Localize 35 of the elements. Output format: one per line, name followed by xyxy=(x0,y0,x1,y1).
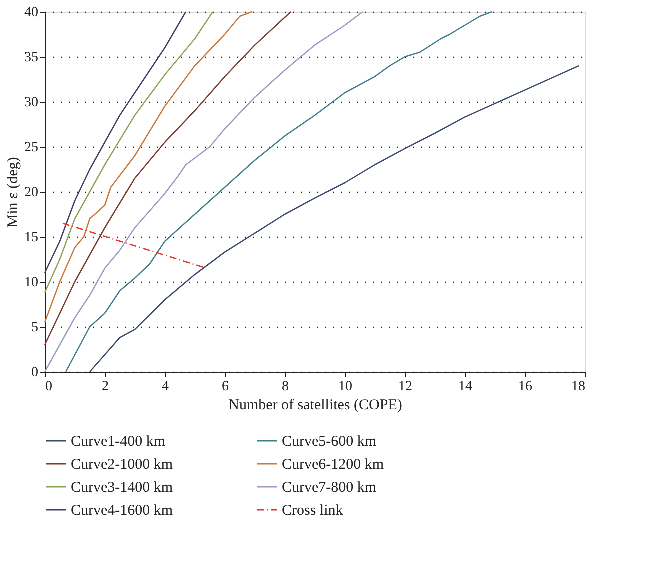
x-tick-label: 18 xyxy=(572,380,586,394)
x-axis-title: Number of satellites (COPE) xyxy=(228,398,402,414)
line-series xyxy=(44,11,214,294)
line-series xyxy=(44,11,187,274)
legend-label: Cross link xyxy=(282,503,344,519)
y-tick-label: 5 xyxy=(32,320,38,336)
y-axis-title: Min ε (deg) xyxy=(6,157,22,228)
y-tick-label: 15 xyxy=(24,230,38,246)
x-tick-label: 14 xyxy=(458,380,472,394)
y-tick-label: 10 xyxy=(24,276,38,290)
y-tick-label: 30 xyxy=(24,96,38,110)
legend-label: Curve5-600 km xyxy=(282,434,377,450)
x-tick-label: 0 xyxy=(46,380,52,394)
legend-label: Curve6-1200 km xyxy=(282,457,384,473)
x-tick-label: 10 xyxy=(338,380,352,394)
x-tick-label: 8 xyxy=(282,380,289,394)
line-series xyxy=(65,11,493,373)
line-series xyxy=(89,65,580,373)
x-tick-label: 4 xyxy=(162,380,169,394)
legend-label: Curve4-1600 km xyxy=(71,503,174,519)
x-tick-label: 16 xyxy=(518,380,532,394)
x-tick-label: 2 xyxy=(102,380,109,394)
line-series xyxy=(44,11,253,324)
y-tick-label: 20 xyxy=(24,186,38,200)
x-tick-label: 12 xyxy=(398,380,412,394)
x-tick-label: 6 xyxy=(222,380,229,394)
y-tick-label: 35 xyxy=(24,50,38,66)
y-tick-label: 40 xyxy=(24,6,38,20)
y-tick-label: 0 xyxy=(32,366,38,380)
legend-label: Curve3-1400 km xyxy=(71,480,174,496)
line-series xyxy=(44,11,292,346)
legend-label: Curve7-800 km xyxy=(282,480,377,496)
legend-label: Curve2-1000 km xyxy=(71,457,174,473)
legend-label: Curve1-400 km xyxy=(71,434,166,450)
y-tick-label: 25 xyxy=(24,140,38,156)
